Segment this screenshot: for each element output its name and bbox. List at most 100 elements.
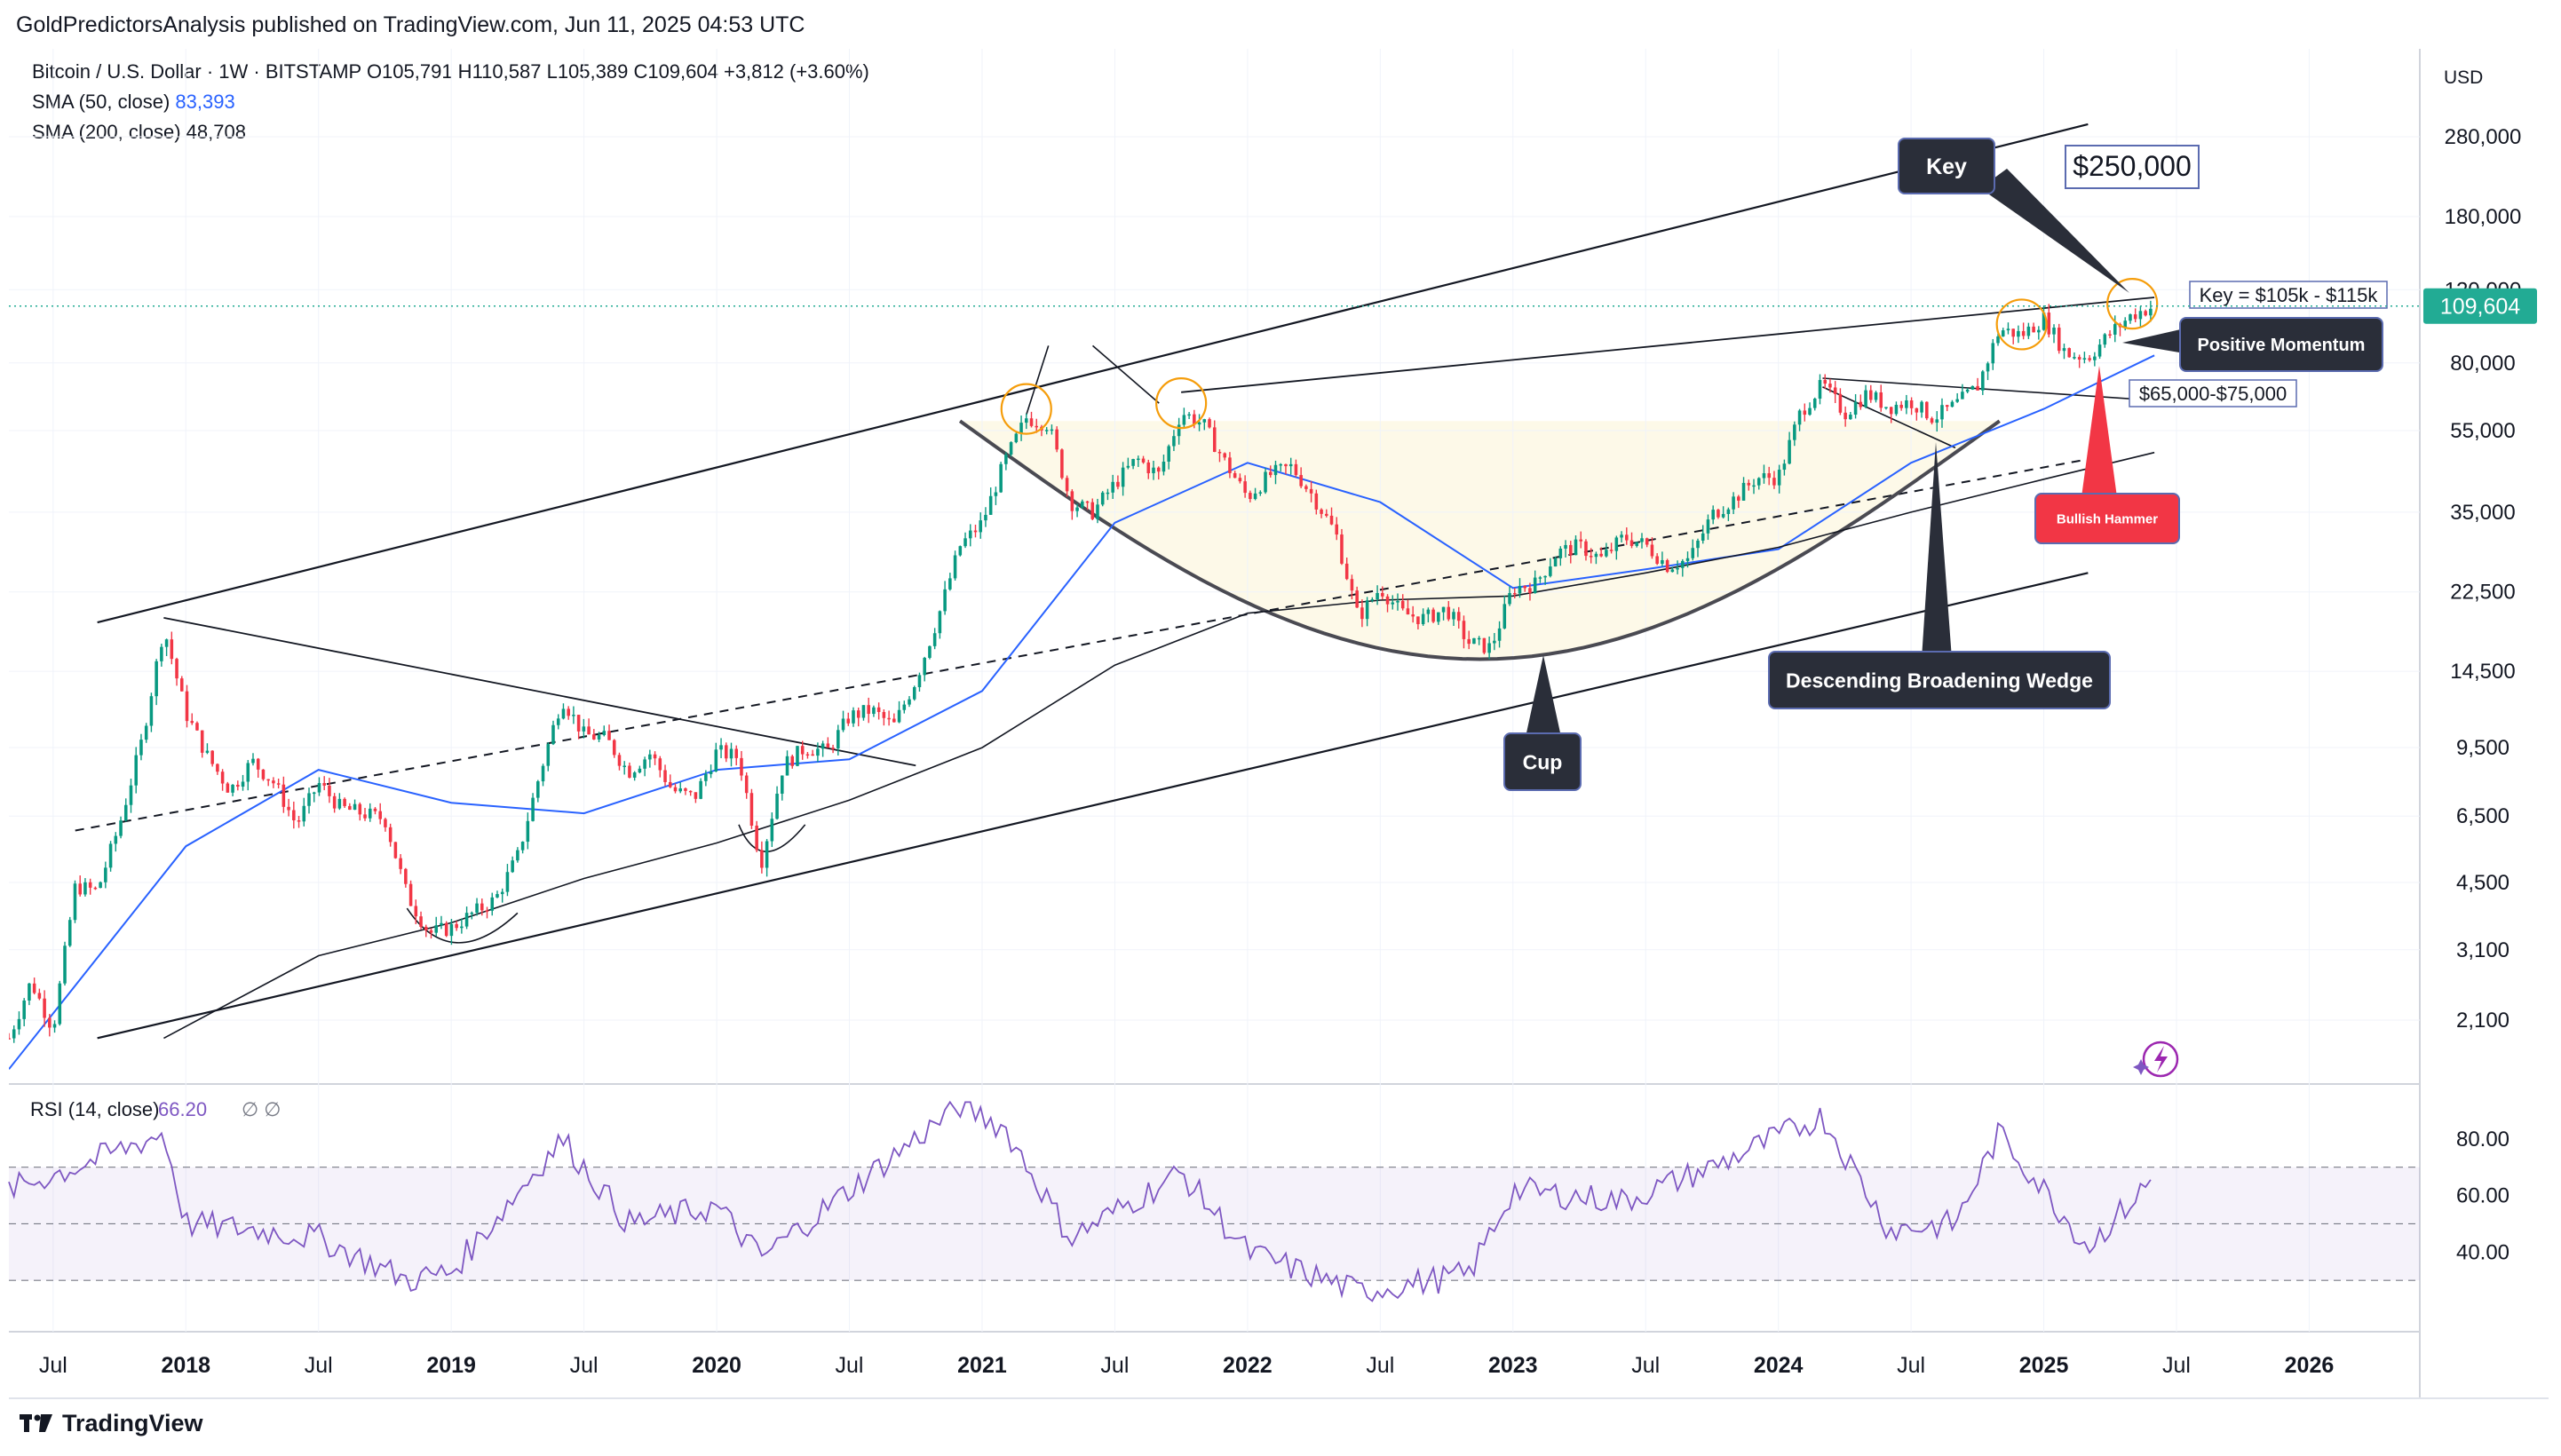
candle-body	[1223, 453, 1226, 458]
sma200-legend[interactable]: SMA (200, close) 48,708	[32, 121, 246, 144]
candle-body	[1512, 592, 1517, 595]
candle-body	[1721, 513, 1725, 518]
candle-body	[1874, 392, 1878, 400]
candle-body	[226, 783, 230, 793]
candle-body	[1625, 534, 1629, 541]
candle-body	[1843, 412, 1847, 420]
candle-body	[1249, 493, 1252, 500]
moving-averages	[9, 354, 2155, 1070]
price-tick-label: 2,100	[2456, 1009, 2509, 1033]
candle-body	[449, 923, 454, 937]
candle-body	[1462, 621, 1466, 639]
candle-body	[1905, 400, 1908, 408]
candle-body	[1370, 599, 1375, 601]
candle-body	[1309, 488, 1313, 494]
candle-body	[246, 763, 250, 782]
time-tick-label: 2020	[692, 1353, 741, 1378]
candle-body	[1172, 436, 1176, 447]
candle-body	[408, 883, 413, 906]
candle-body	[943, 589, 947, 612]
sma200-label: SMA (200, close)	[32, 121, 181, 143]
tradingview-logo[interactable]: TradingView	[20, 1410, 203, 1437]
candle-body	[648, 754, 652, 760]
candle-body	[1528, 588, 1532, 594]
candle-body	[897, 709, 901, 723]
candle-body	[765, 841, 769, 868]
candle-body	[734, 748, 739, 758]
time-tick-label: Jul	[39, 1353, 67, 1378]
sma50-legend[interactable]: SMA (50, close) 83,393	[32, 91, 235, 114]
time-tick-label: Jul	[1631, 1353, 1660, 1378]
candle-body	[561, 708, 566, 719]
candle-body	[1909, 400, 1914, 408]
candle-body	[1014, 433, 1019, 443]
hammer-callout-box	[2034, 493, 2180, 544]
descending-trendline-2018	[163, 616, 916, 767]
support-text: $65,000-$75,000	[2139, 383, 2287, 405]
candle-body	[1177, 424, 1181, 437]
candle-body	[1650, 544, 1654, 557]
candle-body	[826, 743, 830, 748]
candle-body	[1711, 510, 1715, 520]
price-tick-label: 55,000	[2450, 419, 2515, 443]
candle-body	[99, 882, 102, 889]
candle-body	[1314, 493, 1319, 510]
wedge-pointer	[1922, 442, 1952, 659]
candle-body	[93, 887, 98, 890]
wedge-callout-text: Descending Broadening Wedge	[1786, 669, 2093, 692]
candle-body	[1828, 384, 1832, 388]
candle-body	[856, 710, 860, 718]
candle-body	[414, 906, 418, 917]
candle-body	[1747, 482, 1751, 486]
candle-body	[404, 868, 408, 884]
candle-body	[917, 675, 922, 688]
candle-body	[1772, 478, 1776, 486]
candle-body	[684, 788, 687, 791]
candle-body	[1081, 501, 1084, 508]
candle-body	[1849, 415, 1852, 420]
candle-body	[1833, 387, 1837, 394]
price-tick-label: 9,500	[2456, 736, 2509, 760]
candle-body	[841, 718, 845, 731]
sma50-line	[9, 354, 2155, 1070]
candle-body	[688, 790, 693, 793]
candle-body	[831, 748, 835, 749]
highlight-circle	[1995, 298, 2048, 351]
candle-body	[348, 805, 352, 811]
time-axis: Jul 2018 Jul 2019 Jul 2020 Jul 2021 Jul 2022 Jul 20…	[39, 1353, 2334, 1378]
candle-body	[607, 731, 611, 740]
annotations: Key $250,000 Key = $105k - $115k Positive M…	[1000, 138, 2388, 791]
highlight-circle	[2106, 278, 2159, 330]
candle-body	[337, 798, 342, 809]
candle-body	[1035, 425, 1039, 428]
candle-body	[1441, 606, 1446, 613]
rsi-line	[8, 1100, 2152, 1302]
price-tick-label: 14,500	[2450, 660, 2515, 684]
candle-body	[1640, 538, 1644, 542]
candle-body	[912, 687, 916, 700]
candle-body	[796, 746, 799, 766]
candle-body	[322, 782, 326, 786]
candle-body	[2138, 311, 2143, 320]
candle-body	[119, 820, 123, 836]
gridlines	[9, 49, 2420, 1332]
candle-body	[1889, 407, 1893, 415]
candle-body	[1696, 540, 1700, 549]
candle-body	[958, 546, 963, 556]
candle-body	[104, 867, 107, 882]
symbol-legend[interactable]: Bitcoin / U.S. Dollar · 1W · BITSTAMP O1…	[32, 60, 869, 83]
rsi-value: 66.20	[158, 1098, 207, 1120]
candle-body	[1996, 336, 2000, 344]
candle-body	[1167, 446, 1170, 462]
lightning-icon[interactable]	[2133, 1041, 2179, 1078]
candle-body	[1808, 408, 1812, 415]
candle-body	[923, 657, 926, 676]
candle-body	[114, 835, 118, 844]
candle-body	[587, 726, 591, 735]
candle-body	[393, 842, 398, 859]
candle-body	[17, 1018, 21, 1030]
candle-body	[1009, 442, 1013, 455]
candle-body	[1396, 600, 1399, 603]
candle-body	[1879, 392, 1883, 408]
